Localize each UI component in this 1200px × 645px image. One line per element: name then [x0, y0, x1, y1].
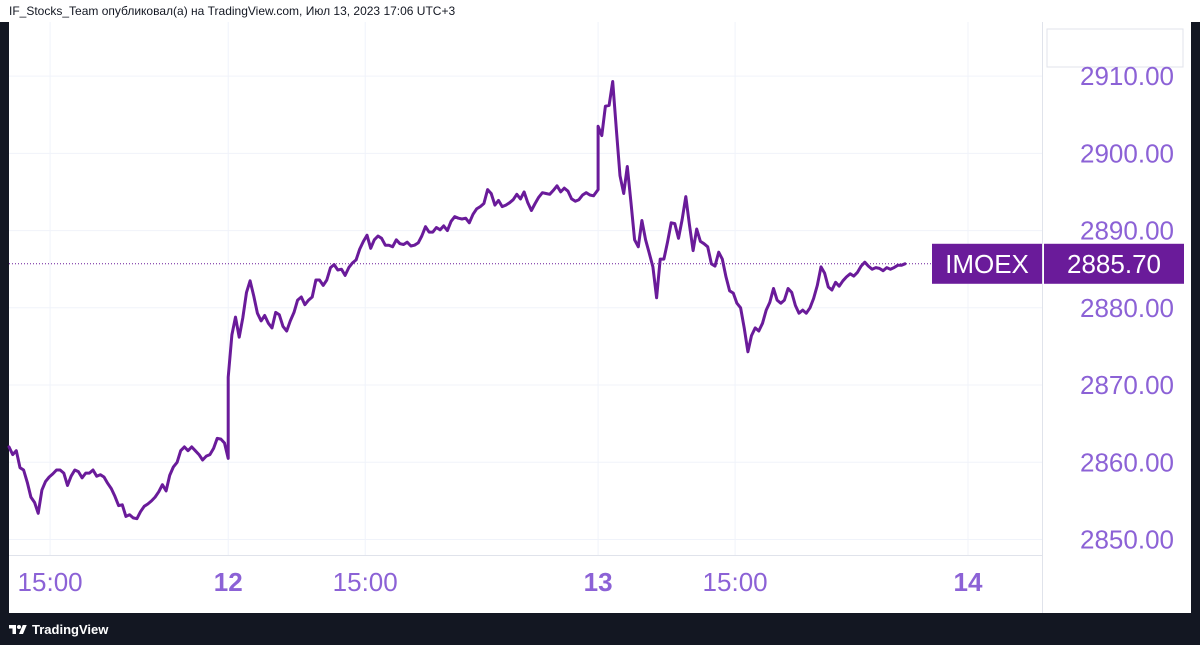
last-price-label: 2885.70	[1067, 249, 1161, 279]
y-tick-label: 2900.00	[1080, 138, 1174, 168]
x-axis: 15:00 12 15:00 13 15:00 14	[18, 567, 983, 597]
symbol-label: IMOEX	[945, 249, 1029, 279]
grid-lines	[9, 22, 1042, 555]
symbol-label-bg	[932, 243, 1042, 284]
y-axis: 2910.00 2900.00 2890.00 2880.00 2870.00 2860.…	[1080, 61, 1174, 554]
y-tick-label: 2910.00	[1080, 61, 1174, 91]
series-line-imoex	[7, 80, 907, 521]
publication-caption: IF_Stocks_Team опубликовал(а) на Trading…	[9, 4, 456, 18]
x-tick-label: 13	[584, 567, 613, 597]
footer: TradingView	[0, 613, 1200, 645]
y-tick-label: 2870.00	[1080, 370, 1174, 400]
chart-area	[9, 22, 1191, 613]
price-scale-corner	[1046, 28, 1184, 68]
tradingview-brand[interactable]: TradingView	[8, 622, 108, 637]
x-tick-label: 15:00	[703, 567, 768, 597]
x-tick-label: 15:00	[18, 567, 83, 597]
x-tick-label: 15:00	[333, 567, 398, 597]
last-price-label-bg	[1044, 243, 1184, 284]
x-tick-label: 14	[954, 567, 983, 597]
price-scale-panel	[1043, 22, 1191, 613]
y-tick-label: 2890.00	[1080, 216, 1174, 246]
y-tick-label: 2860.00	[1080, 447, 1174, 477]
y-tick-label: 2880.00	[1080, 293, 1174, 323]
x-tick-label: 12	[214, 567, 243, 597]
brand-name: TradingView	[32, 622, 109, 637]
tradingview-logo-icon	[9, 624, 27, 634]
y-tick-label: 2850.00	[1080, 525, 1174, 555]
publication-header: IF_Stocks_Team опубликовал(а) на Trading…	[0, 0, 1200, 22]
